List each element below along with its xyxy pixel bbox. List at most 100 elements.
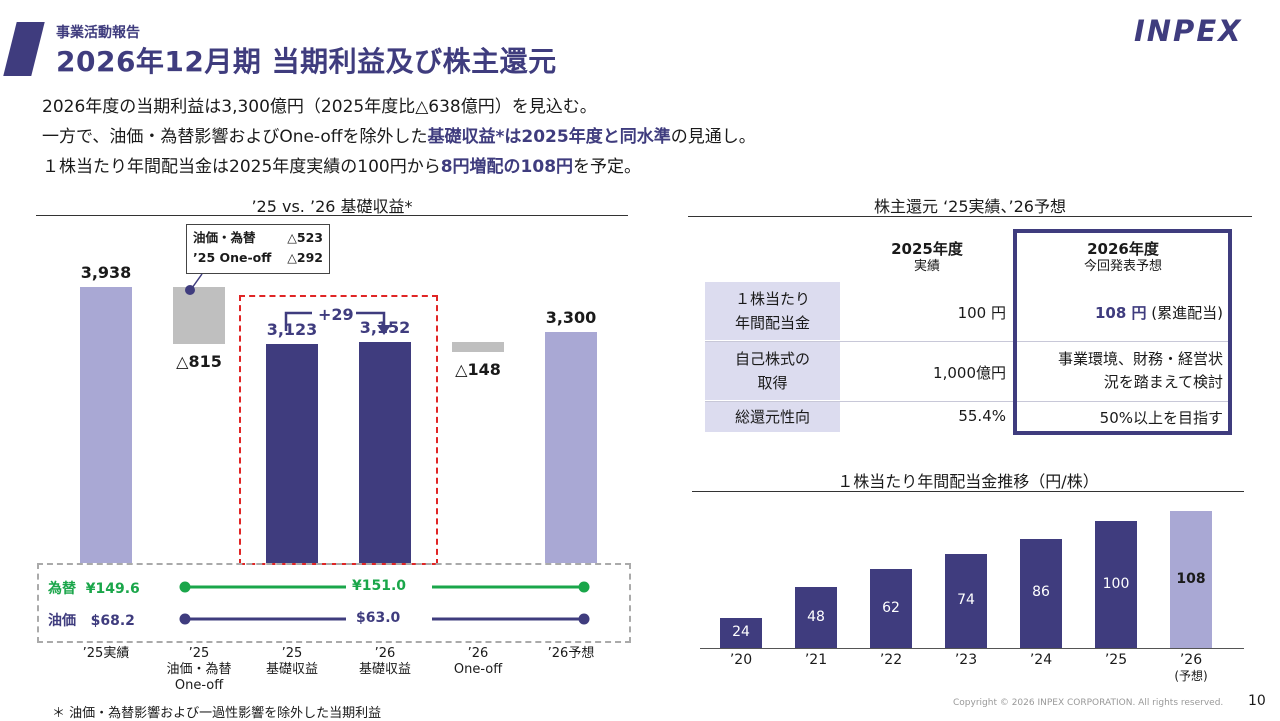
waterfall-value-label: △815 (176, 352, 222, 372)
row-label-line: 年間配当金 (734, 314, 810, 332)
waterfall-category-label: ’26予想 (547, 646, 595, 661)
dividend-chart-title: １株当たり年間配当金推移（円/株） (837, 472, 1099, 491)
waterfall-category-label: ’26 One-off (453, 646, 503, 677)
buyback-2026-line: 事業環境、財務・経営状 (1057, 350, 1223, 368)
returns-table-title: 株主還元 ‘25実績、’26予想 (874, 197, 1066, 216)
col-2025-header: 2025年度 実績 (840, 240, 1014, 276)
fx-label-text: 為替 (48, 581, 76, 597)
intro-line-3-text: １株当たり年間配当金は2025年度実績の100円から (42, 157, 441, 177)
oil-label: 油価 $68.2 (48, 610, 135, 630)
intro-line-3: １株当たり年間配当金は2025年度実績の100円から8円増配の108円を予定。 (42, 152, 641, 177)
oil-2025-value: $68.2 (90, 613, 135, 629)
intro-line-2-text: 一方で、油価・為替影響およびOne-offを除外した (42, 127, 428, 147)
annotation-label: 油価・為替 (193, 230, 256, 245)
intro-line-1: 2026年度の当期利益は3,300億円（2025年度比△638億円）を見込む。 (42, 97, 597, 117)
waterfall-value-label: 3,938 (80, 263, 132, 282)
buyback-2025: 1,000億円 (933, 364, 1006, 382)
intro-line-2: 一方で、油価・為替影響およびOne-offを除外した基礎収益*は2025年度と同… (42, 122, 756, 147)
col-2025-subtitle: 実績 (913, 259, 940, 274)
delta-label: +29 (318, 305, 354, 324)
dividend-axis-line (700, 648, 1244, 649)
waterfall-category-label: ’25実績 (82, 646, 130, 661)
assumption-lines (179, 581, 590, 625)
payout-2025: 55.4% (958, 407, 1006, 425)
dividend-bar (795, 587, 837, 648)
dividend-bar (870, 569, 912, 648)
dividend-year-label: ’21 (804, 652, 828, 668)
waterfall-value-label: △148 (455, 360, 501, 380)
page-number: 10 (1248, 693, 1266, 709)
dividend-bar (720, 617, 762, 648)
dividend-year-label: ’25 (1104, 652, 1128, 668)
waterfall-bar (359, 342, 411, 563)
row-payout-label: 総還元性向 (705, 402, 840, 432)
dividend-value-label: 74 (957, 592, 975, 609)
page-title: 2026年12月期 当期利益及び株主還元 (56, 45, 557, 78)
col-2026-subtitle: 今回発表予想 (1083, 259, 1162, 274)
fx-2026-value: ¥151.0 (352, 578, 407, 594)
dividend-value-label: 24 (732, 623, 750, 640)
payout-2026: 50%以上を目指す (1099, 409, 1223, 427)
dividend-bar (1020, 538, 1062, 648)
returns-table-rule (688, 216, 1252, 217)
dividend-bar (945, 554, 987, 648)
intro-line-2-tail: の見通し。 (670, 127, 756, 147)
intro-line-2-highlight: 基礎収益*は2025年度と同水準 (427, 127, 671, 147)
fx-2025-value: ¥149.6 (85, 581, 140, 597)
assumptions-frame (37, 563, 631, 643)
oneoff-annotation-box: 油価・為替 △523 ’25 One-off △292 (186, 224, 330, 274)
row-buyback-label: 自己株式の 取得 (705, 342, 840, 400)
row-label-line: 自己株式の (734, 350, 810, 368)
waterfall-bar (80, 287, 132, 563)
row-dividend-label: １株当たり年間配当金 (705, 282, 840, 340)
dividend-2026: 108 円 (累進配当) (1017, 302, 1223, 323)
dividend-value-label: 48 (807, 608, 825, 625)
row-label-line: １株当たり (734, 290, 810, 308)
buyback-2026-line: 況を踏まえて検討 (1103, 373, 1223, 391)
waterfall-bar (266, 344, 318, 563)
inpex-logo: INPEX (1134, 14, 1243, 48)
waterfall-category-label: ’26 基礎収益 (358, 646, 411, 677)
dividend-year-label: ’24 (1029, 652, 1053, 668)
waterfall-bar (173, 287, 225, 345)
waterfall-chart: 3,938 ’25実績 △815 ’25 油価・為替 One-off 3,123 ’25 基礎収… (0, 0, 640, 720)
dividend-year-label: ’23 (954, 652, 978, 668)
waterfall-category-label: ’25 油価・為替 One-off (166, 646, 232, 693)
buyback-2026: 事業環境、財務・経営状況を踏まえて検討 (1017, 348, 1223, 394)
dividend-year-label: ’22 (879, 652, 903, 668)
waterfall-bar (452, 342, 504, 353)
waterfall-title: ’25 vs. ’26 基礎収益* (251, 197, 413, 216)
forecast-column-frame (1013, 229, 1232, 435)
annotation-row-fx: 油価・為替 △523 (193, 228, 329, 248)
footnote: ＊ 油価・為替影響および一過性影響を除外した当期利益 (52, 706, 382, 721)
dividend-2026-note: (累進配当) (1146, 304, 1223, 322)
waterfall-value-label: 3,123 (266, 320, 318, 340)
col-2025-title: 2025年度 (891, 240, 963, 258)
row-label-line: 取得 (757, 374, 788, 392)
dividend-chart-rule (692, 491, 1244, 492)
dividend-value-label: 100 (1102, 575, 1130, 592)
col-2026-title: 2026年度 (1087, 240, 1159, 258)
col-2026-header: 2026年度 今回発表予想 (1017, 240, 1229, 276)
dividend-bar (1170, 511, 1212, 648)
dividend-value-label: 108 (1176, 570, 1206, 587)
delta-bracket (284, 311, 391, 335)
section-label: 事業活動報告 (56, 25, 140, 41)
intro-line-3-highlight: 8円増配の108円 (440, 157, 574, 177)
dividend-year-label: ’26 (予想) (1174, 652, 1208, 683)
dividend-2026-value: 108 円 (1094, 304, 1147, 322)
copyright: Copyright © 2026 INPEX CORPORATION. All … (953, 698, 1224, 708)
oil-2026-value: $63.0 (356, 610, 401, 626)
table-divider (705, 401, 1229, 402)
annotation-row-oneoff: ’25 One-off △292 (193, 248, 329, 268)
dividend-year-label: ’20 (729, 652, 753, 668)
waterfall-category-label: ’25 基礎収益 (265, 646, 318, 677)
annotation-value: △523 (287, 230, 323, 245)
oil-label-text: 油価 (48, 613, 76, 629)
intro-line-3-tail: を予定。 (573, 157, 642, 177)
annotation-value: △292 (287, 250, 323, 265)
table-divider (705, 341, 1229, 342)
annotation-label: ’25 One-off (193, 250, 272, 265)
dividend-value-label: 86 (1032, 584, 1050, 601)
